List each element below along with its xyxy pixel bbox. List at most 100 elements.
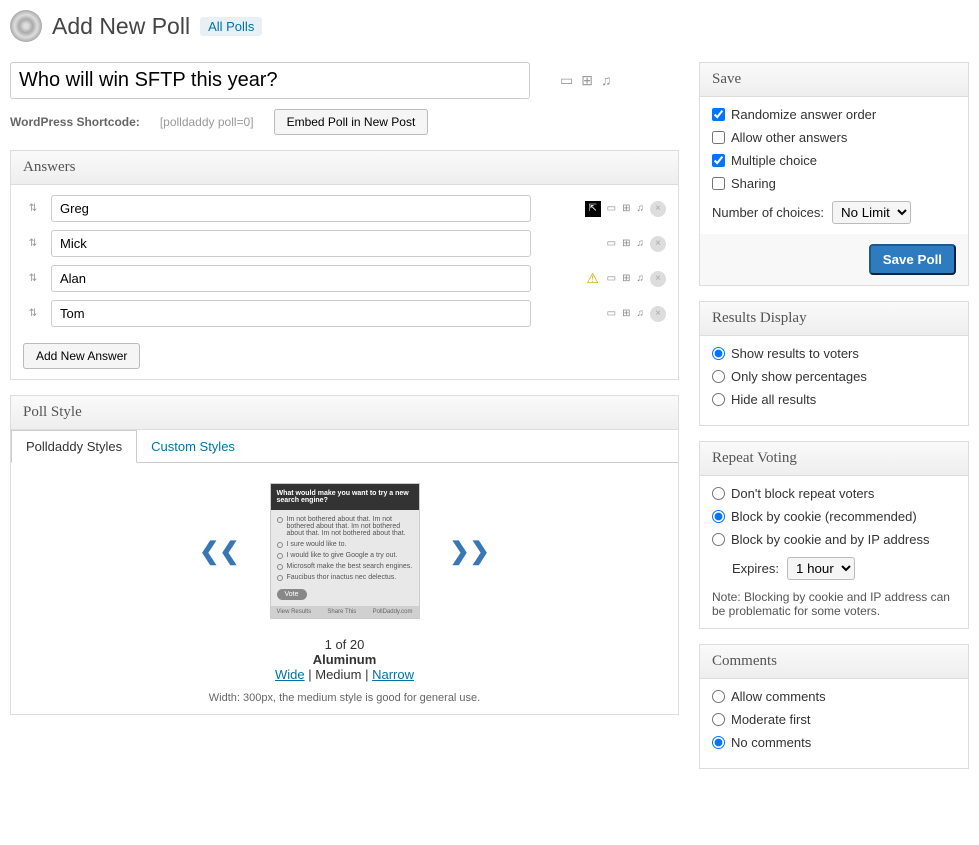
preview-option: Faucibus thor inactus nec delectus. [277,574,413,581]
preview-box: What would make you want to try a new se… [270,483,420,619]
image-icon[interactable]: ▭ [560,72,573,89]
delete-icon[interactable]: × [650,236,666,252]
answer-icons: ⇱ ▭ ⊞ ♫ × [585,201,666,217]
answer-input[interactable] [51,230,531,257]
choices-row: Number of choices: No Limit [712,201,956,224]
results-radio-3[interactable] [712,393,725,406]
question-input[interactable] [10,62,530,99]
answer-special-icon[interactable]: ⇱ [585,201,601,217]
answer-icons: ▭ ⊞ ♫ × [607,236,666,252]
results-heading: Results Display [700,302,968,336]
randomize-checkbox[interactable] [712,108,725,121]
logo-icon [10,10,42,42]
preview-option: I would like to give Google a try out. [277,552,413,559]
all-polls-link[interactable]: All Polls [200,17,262,36]
answer-input[interactable] [51,300,531,327]
image-icon[interactable]: ▭ [607,271,616,287]
repeat-opt3[interactable]: Block by cookie and by IP address [712,532,956,547]
size-narrow-link[interactable]: Narrow [372,667,414,682]
style-preview: ❮❮ What would make you want to try a new… [23,473,666,629]
image-icon[interactable]: ▭ [607,201,616,217]
add-answer-button[interactable]: Add New Answer [23,343,140,369]
results-opt3[interactable]: Hide all results [712,392,956,407]
expires-select[interactable]: 1 hour [787,557,855,580]
style-name: Aluminum [23,652,666,667]
comments-opt2[interactable]: Moderate first [712,712,956,727]
answers-heading: Answers [11,151,678,185]
style-note: Width: 300px, the medium style is good f… [23,692,666,704]
video-icon[interactable]: ⊞ [622,201,630,217]
drag-handle-icon[interactable]: ⇅ [23,304,43,324]
comments-radio-3[interactable] [712,736,725,749]
delete-icon[interactable]: × [650,201,666,217]
answer-row: ⇅ ▭ ⊞ ♫ × [23,300,666,327]
style-heading: Poll Style [11,396,678,430]
preview-question: What would make you want to try a new se… [271,484,419,510]
drag-handle-icon[interactable]: ⇅ [23,269,43,289]
comments-opt1[interactable]: Allow comments [712,689,956,704]
repeat-note: Note: Blocking by cookie and IP address … [712,590,956,618]
repeat-radio-3[interactable] [712,533,725,546]
opt-other[interactable]: Allow other answers [712,130,956,145]
opt-multiple[interactable]: Multiple choice [712,153,956,168]
audio-icon[interactable]: ♫ [637,201,645,217]
repeat-radio-2[interactable] [712,510,725,523]
prev-style-arrow[interactable]: ❮❮ [199,537,239,566]
save-poll-button[interactable]: Save Poll [869,244,956,275]
comments-opt3[interactable]: No comments [712,735,956,750]
style-panel: Poll Style Polldaddy Styles Custom Style… [10,395,679,715]
opt-sharing[interactable]: Sharing [712,176,956,191]
answer-icons: ▭ ⊞ ♫ × [607,306,666,322]
repeat-opt2[interactable]: Block by cookie (recommended) [712,509,956,524]
comments-radio-1[interactable] [712,690,725,703]
save-heading: Save [700,63,968,97]
answer-row: ⇅ ▭ ⊞ ♫ × [23,230,666,257]
video-icon[interactable]: ⊞ [581,72,593,89]
preview-option: Im not bothered about that. Im not bothe… [277,516,413,537]
repeat-panel: Repeat Voting Don't block repeat voters … [699,441,969,629]
expires-row: Expires: 1 hour [712,557,956,580]
page-header: Add New Poll All Polls [10,10,969,42]
audio-icon[interactable]: ♫ [637,236,645,252]
image-icon[interactable]: ▭ [607,236,616,252]
results-opt2[interactable]: Only show percentages [712,369,956,384]
results-radio-1[interactable] [712,347,725,360]
audio-icon[interactable]: ♫ [637,306,645,322]
opt-randomize[interactable]: Randomize answer order [712,107,956,122]
answers-panel: Answers ⇅⇱▭⊞♫×⇅▭⊞♫×⇅⚠▭⊞♫×⇅▭⊞♫× Add New A… [10,150,679,380]
embed-button[interactable]: Embed Poll in New Post [274,109,429,135]
drag-handle-icon[interactable]: ⇅ [23,234,43,254]
audio-icon[interactable]: ♫ [601,72,612,89]
tab-polldaddy-styles[interactable]: Polldaddy Styles [11,430,137,463]
audio-icon[interactable]: ♫ [637,271,645,287]
next-style-arrow[interactable]: ❯❯ [450,537,490,566]
answer-icons: ⚠▭⊞♫× [585,271,666,287]
comments-panel: Comments Allow comments Moderate first N… [699,644,969,769]
video-icon[interactable]: ⊞ [622,271,630,287]
video-icon[interactable]: ⊞ [622,306,630,322]
answer-input[interactable] [51,195,531,222]
repeat-heading: Repeat Voting [700,442,968,476]
comments-radio-2[interactable] [712,713,725,726]
sharing-checkbox[interactable] [712,177,725,190]
delete-icon[interactable]: × [650,306,666,322]
drag-handle-icon[interactable]: ⇅ [23,199,43,219]
comments-heading: Comments [700,645,968,679]
choices-select[interactable]: No Limit [832,201,911,224]
delete-icon[interactable]: × [650,271,666,287]
choices-label: Number of choices: [712,205,824,220]
answer-row: ⇅ ⇱ ▭ ⊞ ♫ × [23,195,666,222]
other-checkbox[interactable] [712,131,725,144]
preview-footer-left: View Results [277,609,312,615]
size-wide-link[interactable]: Wide [275,667,305,682]
image-icon[interactable]: ▭ [607,306,616,322]
results-opt1[interactable]: Show results to voters [712,346,956,361]
tab-custom-styles[interactable]: Custom Styles [137,431,249,462]
expires-label: Expires: [732,561,779,576]
answer-input[interactable] [51,265,531,292]
multiple-checkbox[interactable] [712,154,725,167]
video-icon[interactable]: ⊞ [622,236,630,252]
results-radio-2[interactable] [712,370,725,383]
repeat-opt1[interactable]: Don't block repeat voters [712,486,956,501]
repeat-radio-1[interactable] [712,487,725,500]
